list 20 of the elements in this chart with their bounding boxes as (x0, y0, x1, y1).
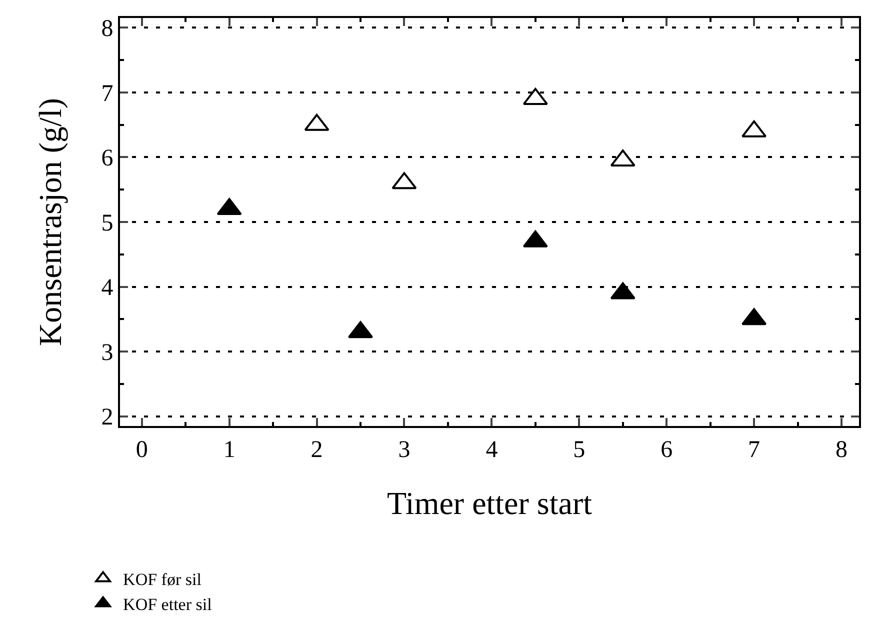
x-tick-label: 1 (223, 436, 236, 463)
legend-label: KOF etter sil (123, 594, 212, 614)
y-tick-label: 7 (101, 80, 114, 107)
legend-label: KOF før sil (123, 570, 202, 589)
y-axis-title: Konsentrasjon (g/l) (32, 98, 68, 346)
x-tick-label: 0 (136, 436, 148, 463)
x-tick-label: 6 (660, 436, 673, 463)
x-tick-label: 7 (748, 436, 760, 463)
x-tick-label: 8 (836, 436, 848, 463)
y-tick-label: 8 (101, 16, 114, 42)
y-tick-label: 2 (101, 404, 114, 431)
x-tick-label: 2 (310, 436, 323, 463)
x-tick-label: 3 (398, 436, 410, 463)
x-axis-title: Timer etter start (387, 485, 592, 522)
y-tick-label: 6 (101, 146, 114, 172)
x-tick-label: 4 (486, 436, 498, 463)
y-tick-label: 4 (101, 275, 114, 302)
x-tick-label: 5 (573, 436, 586, 463)
y-tick-label: 3 (101, 340, 114, 366)
y-tick-label: 5 (101, 210, 114, 236)
